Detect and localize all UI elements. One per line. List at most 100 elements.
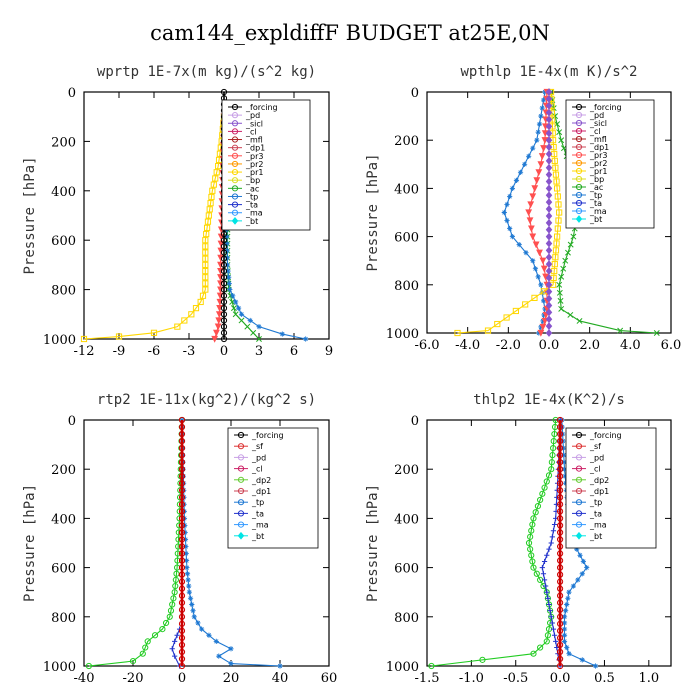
legend-label: _pd xyxy=(589,111,604,120)
series-marker-forcing xyxy=(178,592,186,599)
series-marker-tp xyxy=(539,105,545,111)
series-marker-ac xyxy=(557,297,564,304)
series-line-pr1 xyxy=(457,91,560,334)
series-marker-ac xyxy=(567,311,574,318)
series-marker-tp xyxy=(592,663,599,669)
series-marker-forcing xyxy=(556,480,564,487)
series-marker-dp1 xyxy=(543,478,550,485)
y-axis-label: Pressure [hPa] xyxy=(365,484,381,602)
series-marker-dp1 xyxy=(545,472,553,479)
series-marker-pr1 xyxy=(192,305,200,312)
legend-marker xyxy=(575,521,583,528)
series-marker-ta xyxy=(546,546,552,552)
series-marker-tp xyxy=(580,558,586,565)
series-marker-sicl xyxy=(545,150,553,158)
series-marker-ta xyxy=(547,608,553,614)
series-marker-ac xyxy=(250,329,257,336)
series-marker-sicl xyxy=(545,177,553,186)
series-marker-dp1 xyxy=(539,490,546,497)
series-marker-tp xyxy=(199,626,205,632)
series-marker-forcing xyxy=(556,571,564,578)
series-marker-forcing xyxy=(220,298,228,306)
series-marker-tp xyxy=(535,274,541,280)
series-marker-forcing xyxy=(178,494,186,501)
series-marker-tp xyxy=(504,217,510,224)
series-marker-forcing xyxy=(556,466,564,473)
legend-marker xyxy=(575,454,583,461)
series-marker-tp xyxy=(566,589,572,595)
series-marker-forcing xyxy=(178,648,186,656)
series-marker-dp1 xyxy=(174,557,181,564)
y-tick-label: 1000 xyxy=(43,333,76,348)
series-marker-ac xyxy=(244,323,251,330)
series-marker-tp xyxy=(224,241,230,247)
series-marker-forcing xyxy=(556,459,564,466)
series-marker-pr1 xyxy=(202,243,209,250)
x-tick-label: -9 xyxy=(113,344,126,359)
series-marker-forcing xyxy=(556,529,564,536)
series-marker-dp1 xyxy=(129,657,137,665)
plot-frame xyxy=(426,419,672,667)
series-marker-dp1 xyxy=(139,650,146,657)
legend-label: _ta xyxy=(251,509,264,518)
legend-label: _tp xyxy=(589,498,602,507)
series-marker-ta xyxy=(548,614,554,620)
x-tick-label: -12 xyxy=(74,344,95,359)
series-marker-tp xyxy=(279,331,285,337)
series-marker-sicl xyxy=(545,329,553,337)
series-marker-forcing xyxy=(556,515,564,522)
series-marker-ta xyxy=(553,638,559,644)
legend-label: _dp1 xyxy=(589,487,609,496)
x-tick-label: -1.0 xyxy=(459,671,484,686)
series-marker-ta xyxy=(539,565,545,571)
series-marker-pr1 xyxy=(454,329,461,337)
series-marker-tp xyxy=(530,145,536,151)
series-marker-ac xyxy=(567,241,574,248)
series-marker-pr3 xyxy=(529,193,537,201)
series-marker-tp xyxy=(303,336,309,342)
series-marker-forcing xyxy=(178,585,186,592)
series-marker-dp1 xyxy=(534,503,542,510)
series-marker-tp xyxy=(509,185,515,191)
series-marker-tp xyxy=(561,638,568,644)
legend-marker xyxy=(575,443,583,450)
legend-label: _cl xyxy=(245,127,257,136)
series-marker-tp xyxy=(530,258,536,264)
legend-label: _tp xyxy=(589,191,602,200)
legend-marker xyxy=(231,209,239,216)
series-marker-dp1 xyxy=(167,607,175,614)
series-marker-tp xyxy=(535,129,541,135)
series-marker-ta xyxy=(543,583,549,589)
series-marker-forcing xyxy=(556,543,564,550)
y-tick-label: 400 xyxy=(394,182,419,197)
series-marker-tp xyxy=(516,242,522,248)
series-marker-sicl xyxy=(545,205,553,213)
series-marker-pr1 xyxy=(554,193,561,200)
series-line-tp xyxy=(503,91,546,334)
series-marker-tp xyxy=(186,589,192,595)
series-marker-tp xyxy=(184,571,191,577)
series-marker-pr1 xyxy=(494,320,501,328)
series-marker-pr3 xyxy=(215,311,223,319)
legend-label: _bt xyxy=(589,532,602,541)
x-tick-label: -3 xyxy=(183,344,196,359)
x-tick-label: 0 xyxy=(178,671,186,686)
series-marker-dp1 xyxy=(537,496,544,504)
series-marker-ac xyxy=(558,273,565,280)
series-marker-tp xyxy=(560,445,566,451)
series-marker-forcing xyxy=(220,311,228,318)
x-tick-label: -1.5 xyxy=(414,671,439,686)
series-marker-pr1 xyxy=(205,212,212,219)
series-marker-dp1 xyxy=(528,527,535,534)
legend-label: _bp xyxy=(245,176,260,185)
series-marker-tp xyxy=(224,248,230,254)
series-marker-pr3 xyxy=(213,329,220,337)
series-marker-ta xyxy=(551,521,558,528)
series-marker-pr1 xyxy=(199,292,207,299)
y-axis-label: Pressure [hPa] xyxy=(22,484,38,602)
series-marker-tp xyxy=(187,595,194,601)
series-marker-tp xyxy=(565,595,571,601)
series-marker-pr1 xyxy=(552,247,560,254)
series-marker-forcing xyxy=(556,564,564,571)
series-marker-tp xyxy=(577,552,583,558)
